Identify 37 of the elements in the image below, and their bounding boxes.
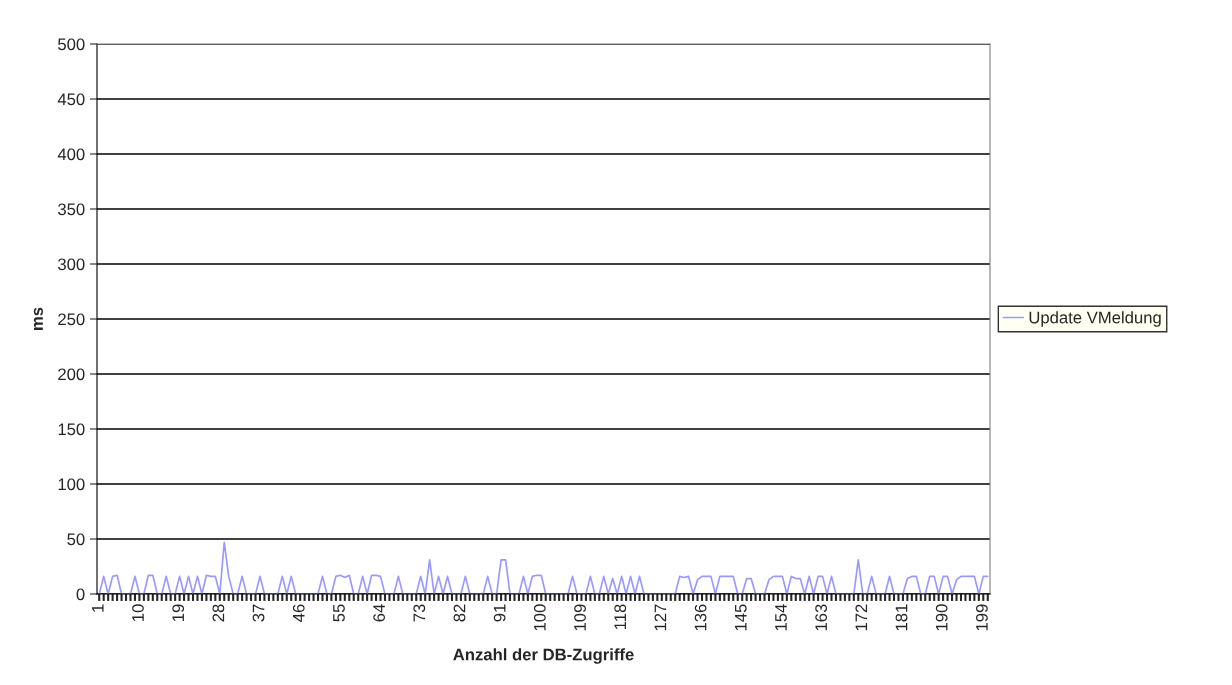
x-tick-label: 181 — [895, 604, 908, 631]
x-tick-label: 82 — [453, 604, 466, 622]
y-tick-label: 500 — [58, 38, 85, 51]
x-tick-label: 91 — [493, 604, 506, 622]
x-tick-label: 118 — [614, 604, 627, 630]
y-tick-label: 150 — [58, 423, 85, 436]
y-tick-label: 350 — [58, 203, 85, 216]
x-tick-label: 28 — [212, 604, 225, 622]
y-tick-label: 400 — [57, 148, 85, 161]
y-tick-label: 200 — [58, 368, 85, 381]
x-tick-label: 199 — [975, 604, 988, 631]
x-axis-title: Anzahl der DB-Zugriffe — [453, 648, 634, 664]
x-tick-label: 64 — [373, 604, 385, 622]
x-tick-label: 55 — [333, 604, 345, 622]
y-tick-label: 50 — [67, 533, 85, 546]
x-tick-label: 73 — [413, 604, 426, 622]
x-tick-label: 19 — [172, 604, 185, 621]
y-tick-label: 300 — [58, 258, 85, 271]
x-tick-label: 109 — [574, 604, 586, 631]
x-tick-label: 145 — [735, 604, 747, 631]
y-axis-title: ms — [33, 307, 43, 330]
x-tick-label: 100 — [533, 604, 546, 631]
x-tick-label: 46 — [292, 604, 305, 622]
x-tick-label: 127 — [654, 604, 667, 631]
x-tick-label: 190 — [935, 604, 948, 631]
y-tick-label: 100 — [58, 478, 85, 491]
y-tick-label: 450 — [57, 93, 85, 106]
x-tick-label: 37 — [252, 604, 265, 622]
x-tick-label: 172 — [855, 604, 868, 631]
x-tick-label: 163 — [815, 604, 828, 631]
x-tick-label: 10 — [132, 604, 144, 621]
x-tick-label: 1 — [92, 604, 104, 612]
x-tick-label: 154 — [775, 604, 787, 631]
x-tick-label: 136 — [694, 604, 707, 631]
y-tick-label: 250 — [58, 313, 85, 326]
legend-label: Update VMeldung — [1029, 311, 1161, 327]
y-tick-label: 0 — [76, 588, 85, 601]
